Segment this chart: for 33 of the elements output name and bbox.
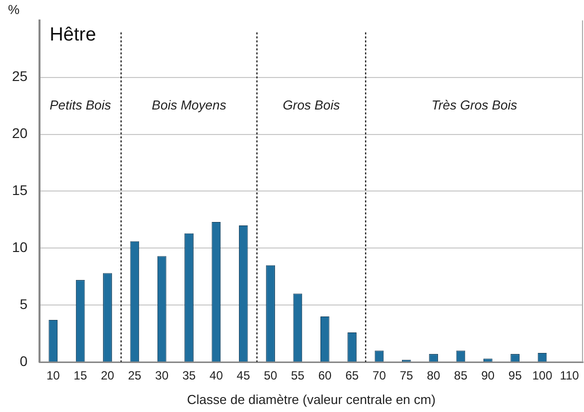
chart-title: Hêtre [50,24,96,46]
y-tick-label: 5 [20,296,28,312]
x-tick-label: 70 [372,368,386,383]
x-tick-label: 20 [100,368,114,383]
x-tick-label: 65 [345,368,360,383]
annotation: Gros Bois [282,97,340,112]
x-tick-label: 55 [291,368,305,383]
x-tick-label: 40 [210,368,224,383]
y-tick-label: 15 [12,182,28,198]
x-tick-label: 30 [155,368,169,383]
x-tick-label: 85 [454,368,468,383]
x-tick-label: 50 [264,368,278,383]
x-tick-label: 90 [481,368,495,383]
x-tick-label: 110 [560,368,580,383]
x-tick-label: 10 [46,368,60,383]
x-tick-label: 80 [426,368,441,383]
x-tick-label: 95 [508,368,522,383]
x-tick-label: 60 [318,368,332,383]
annotation: Très Gros Bois [431,97,518,112]
x-tick-label: 25 [128,368,142,383]
x-tick-label: 45 [236,368,250,383]
x-tick-label: 75 [400,368,414,383]
x-tick-label: 100 [532,368,553,383]
annotation: Petits Bois [50,97,112,112]
y-tick-label: 20 [12,125,28,142]
y-tick-label: 0 [20,352,28,369]
x-tick-label: 35 [182,368,196,383]
x-tick-label: 15 [74,368,88,383]
y-tick-label: 10 [12,238,28,255]
x-axis-title: Classe de diamètre (valeur centrale en cm) [187,392,436,407]
y-axis-title: % [8,2,20,18]
y-tick-label: 25 [12,68,28,84]
annotation: Bois Moyens [152,97,227,112]
